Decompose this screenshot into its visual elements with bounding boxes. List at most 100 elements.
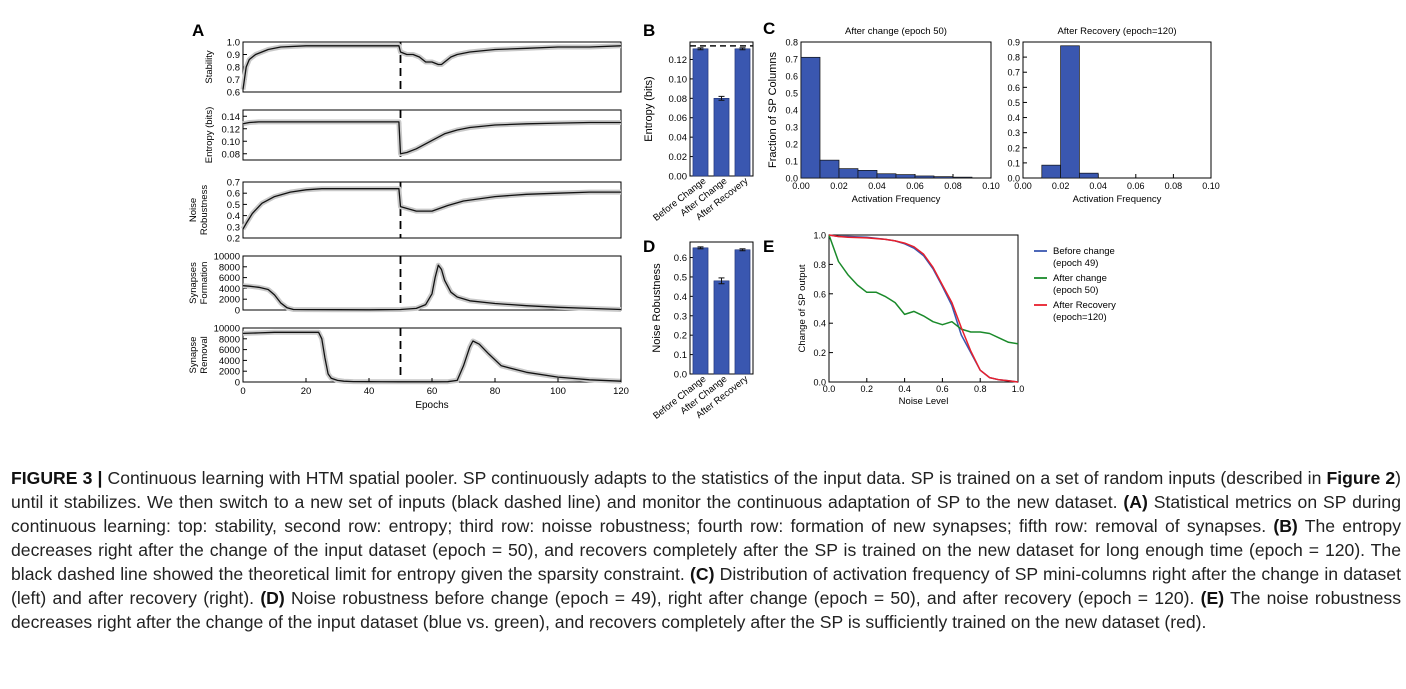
x-tick-label: 0.02 — [1052, 181, 1070, 191]
y-tick-label: 0.6 — [227, 189, 240, 200]
y-tick-label: 10000 — [214, 252, 240, 263]
caption-figure2-link[interactable]: Figure 2 — [1326, 468, 1396, 488]
y-tick-label: 0.1 — [785, 157, 798, 167]
x-tick-label: 0.08 — [944, 181, 962, 191]
y-tick-label: 0.1 — [1007, 158, 1020, 168]
panel-label-b: B — [643, 21, 655, 40]
x-tick-label: 0.10 — [1202, 181, 1220, 191]
series-line-2 — [828, 234, 1019, 345]
y-axis-label: Change of SP output — [797, 264, 808, 352]
caption-a-text: Statistical metrics on SP during continu… — [11, 492, 1401, 536]
y-tick-label: 0.0 — [813, 378, 826, 388]
y-tick-label: 10000 — [214, 324, 240, 335]
y-axis-label: Noise Robustness — [651, 263, 663, 353]
x-tick-label: 0.06 — [1127, 181, 1145, 191]
histogram-bar — [800, 56, 821, 179]
y-tick-label: 0.2 — [813, 348, 826, 358]
histogram-bar — [933, 176, 954, 179]
x-tick-label: 0.6 — [936, 384, 949, 394]
x-tick-label: 0.04 — [868, 181, 886, 191]
panel-c1-histogram: 0.8 0.7 0.6 0.5 0.4 0.3 0.2 0.1 0.00.00 0.02 0.04 0… — [767, 26, 1000, 205]
y-axis-label: Synapses — [188, 262, 199, 304]
y-tick-label: 0.6 — [785, 72, 798, 82]
x-axis-label: Activation Frequency — [1073, 194, 1162, 205]
histogram-bar — [1060, 45, 1080, 179]
x-tick-label: 0.02 — [830, 181, 848, 191]
y-tick-label: 0.0 — [785, 174, 798, 184]
chart-title: After change (epoch 50) — [845, 26, 947, 37]
histogram-bar — [857, 170, 878, 179]
confidence-band — [242, 119, 621, 157]
y-axis-label: Robustness — [199, 185, 210, 235]
bar — [713, 280, 730, 375]
series-line — [242, 331, 622, 383]
x-tick-label: 0.2 — [861, 384, 874, 394]
panel-c2-histogram: 0.9 0.8 0.7 0.6 0.5 0.4 0.3 0.2 0.1 0.00.00 0.02 0.… — [1007, 26, 1219, 205]
legend-label: Before change — [1053, 246, 1115, 257]
histogram-bar — [1079, 172, 1099, 179]
panel-e-chart: 1.0 0.8 0.6 0.4 0.2 0.00.0 0.2 0.4 0.6 0.8 1.0 Nois… — [797, 231, 1024, 408]
histogram-bar — [876, 173, 897, 179]
panel-b-chart: 0.12 0.10 0.08 0.06 0.04 0.02 0.00 Entropy (bit… — [643, 41, 754, 224]
y-tick-label: 0.8 — [227, 63, 240, 74]
y-tick-label: 2000 — [219, 367, 240, 378]
y-tick-label: 0.10 — [222, 137, 241, 148]
y-tick-label: 0.5 — [1007, 98, 1020, 108]
confidence-band — [240, 43, 622, 90]
y-tick-label: 0.7 — [785, 55, 798, 65]
bar — [734, 249, 751, 375]
x-tick-label: 60 — [427, 386, 438, 397]
confidence-band — [242, 262, 622, 313]
y-tick-label: 0 — [235, 306, 240, 317]
y-tick-label: 1.0 — [227, 38, 240, 49]
y-tick-label: 0.7 — [227, 75, 240, 86]
y-axis-label: Synapse — [188, 337, 199, 374]
axes-frame — [1022, 41, 1212, 179]
y-tick-label: 0.00 — [669, 172, 688, 183]
caption-figure-label: FIGURE 3 | — [11, 468, 103, 488]
y-tick-label: 0.2 — [785, 140, 798, 150]
y-tick-label: 0.4 — [813, 319, 826, 329]
x-axis-label: Epochs — [415, 400, 448, 411]
histogram-bar — [819, 159, 840, 179]
y-tick-label: 0.2 — [227, 234, 240, 245]
legend-label: (epoch=120) — [1053, 312, 1107, 323]
x-tick-label: 40 — [364, 386, 375, 397]
caption-b-label: (B) — [1273, 516, 1298, 536]
panel-a-frame — [242, 109, 622, 161]
y-tick-label: 1.0 — [813, 231, 826, 241]
y-tick-label: 0.10 — [669, 74, 688, 85]
y-tick-label: 0.1 — [674, 350, 687, 361]
x-tick-label: 0 — [240, 386, 245, 397]
legend: Before change(epoch 49)After change(epoc… — [1034, 246, 1116, 323]
series-line — [242, 264, 622, 311]
y-tick-label: 0.3 — [1007, 128, 1020, 138]
legend-label: After Recovery — [1053, 300, 1116, 311]
x-tick-label: 0.4 — [898, 384, 911, 394]
y-tick-label: 0.4 — [227, 211, 240, 222]
x-tick-label: 1.0 — [1012, 384, 1025, 394]
y-tick-label: 0.9 — [1007, 38, 1020, 48]
caption-b-text: The entropy decreases right after the ch… — [11, 516, 1401, 584]
y-tick-label: 2000 — [219, 295, 240, 306]
y-axis-label: Formation — [199, 262, 210, 305]
series-line — [242, 121, 621, 155]
bar — [713, 98, 730, 177]
confidence-band — [242, 329, 622, 385]
y-tick-label: 0.7 — [1007, 68, 1020, 78]
y-tick-label: 4000 — [219, 356, 240, 367]
y-tick-label: 8000 — [219, 262, 240, 273]
x-tick-label: 0.10 — [982, 181, 1000, 191]
histogram-bar — [838, 168, 859, 179]
legend-label: (epoch 50) — [1053, 285, 1098, 296]
y-tick-label: 0.6 — [674, 253, 687, 264]
caption-d-label: (D) — [260, 588, 285, 608]
y-tick-label: 0.2 — [1007, 143, 1020, 153]
axes-frame — [828, 234, 1019, 383]
histogram-bar — [952, 176, 973, 179]
histogram-bar — [895, 174, 916, 179]
y-tick-label: 0.3 — [674, 311, 687, 322]
y-tick-label: 0.3 — [227, 222, 240, 233]
y-tick-label: 0.5 — [227, 200, 240, 211]
